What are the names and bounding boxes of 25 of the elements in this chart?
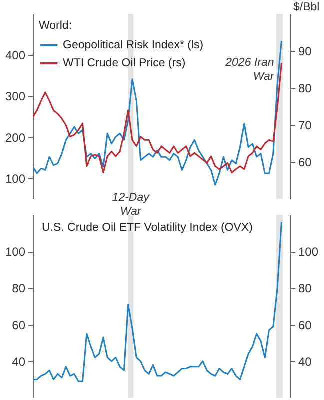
y-tick-label: 300 [5, 90, 26, 104]
y2-tick-label: 90 [298, 44, 312, 58]
line-series [33, 222, 282, 382]
y2-tick-label: 60 [298, 318, 312, 332]
text: U.S. Crude Oil ETF Volatility Index (OVX) [42, 222, 254, 234]
y-tick-label: 40 [12, 354, 26, 369]
y2-tick-label: 70 [298, 118, 312, 132]
y2-axis-title: $/Bbl [294, 2, 320, 14]
annotation: 12-Day War [112, 192, 151, 218]
y-tick-label: 80 [12, 282, 26, 296]
legend-title: World: [39, 20, 72, 32]
y2-tick-label: 40 [298, 354, 312, 369]
y-tick-label: 200 [5, 130, 26, 145]
legend-label: WTI Crude Oil Price (rs) [63, 58, 186, 70]
y-tick-label: 100 [5, 245, 26, 260]
y-tick-label: 400 [5, 48, 26, 63]
y2-tick-label: 60 [298, 156, 312, 170]
annotation: 2026 Iran War [224, 57, 276, 83]
y2-tick-label: 80 [298, 82, 312, 96]
y-tick-label: 60 [12, 318, 26, 332]
y-tick-label: 100 [5, 172, 26, 186]
y2-tick-label: 100 [298, 245, 319, 260]
line-series [33, 40, 282, 186]
legend-label: Geopolitical Risk Index* (ls) [63, 40, 204, 52]
y2-tick-label: 80 [298, 282, 312, 296]
